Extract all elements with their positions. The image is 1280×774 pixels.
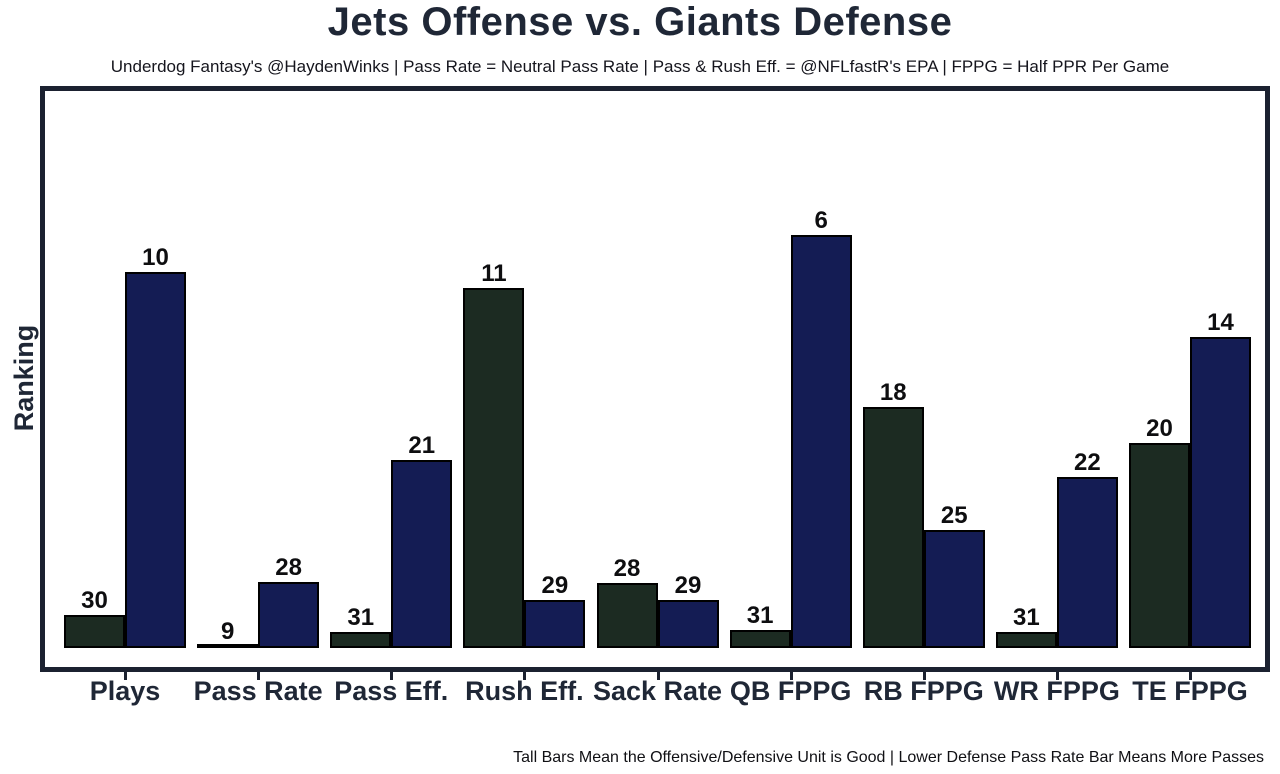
x-label-pass-eff: Pass Eff. [334,676,449,706]
bar-defense-rb-fppg [923,530,985,648]
x-label-sack-rate: Sack Rate [592,676,723,706]
x-label-pass-rate: Pass Rate [193,676,323,706]
x-label-rb-fppg: RB FPPG [863,676,984,706]
x-tick-rb-fppg [922,672,926,680]
bar-defense-pass-rate [258,582,320,648]
x-tick-sack-rate [656,672,660,680]
bar-value-defense-te-fppg: 14 [1207,309,1234,336]
plot-area: 30 10 9 28 31 21 11 29 28 29 31 6 18 25 31 22 20 14 [40,86,1270,672]
x-tick-te-fppg [1189,672,1192,680]
bar-defense-pass-eff [391,460,453,648]
bar-defense-qb-fppg [790,235,852,648]
bar-value-defense-wr-fppg: 22 [1074,449,1101,476]
bar-value-defense-qb-fppg: 6 [814,207,828,234]
x-label-rush-eff: Rush Eff. [465,676,584,706]
bar-value-offense-plays: 30 [81,587,108,614]
bar-value-defense-pass-rate: 28 [275,554,302,581]
bar-value-offense-pass-rate: 9 [220,618,235,645]
x-tick-wr-fppg [1055,672,1059,680]
bar-value-offense-sack-rate: 28 [613,555,641,582]
bar-offense-plays [64,615,125,648]
bar-defense-te-fppg [1190,337,1251,648]
x-tick-pass-eff [390,672,394,680]
bar-defense-sack-rate [657,600,719,648]
x-label-qb-fppg: QB FPPG [729,676,852,706]
chart-footnote: Tall Bars Mean the Offensive/Defensive U… [513,749,1264,766]
x-label-plays: Plays [89,676,161,706]
bar-value-offense-te-fppg: 20 [1146,415,1173,442]
bar-defense-wr-fppg [1056,477,1118,648]
x-label-te-fppg: TE FPPG [1132,676,1248,706]
bar-offense-qb-fppg [729,630,791,648]
y-axis-label: Ranking [9,324,39,432]
bar-value-offense-rush-eff: 11 [481,260,507,287]
bar-offense-rb-fppg [862,407,924,648]
bar-value-defense-plays: 10 [142,244,169,271]
bar-value-offense-qb-fppg: 31 [746,602,774,629]
bar-value-defense-pass-eff: 21 [408,432,436,459]
bar-value-defense-sack-rate: 29 [674,572,702,599]
bar-value-defense-rb-fppg: 25 [940,502,968,529]
x-tick-rush-eff [523,672,527,680]
bar-offense-pass-eff [330,632,392,648]
chart-title: Jets Offense vs. Giants Defense [327,0,953,44]
bar-offense-pass-rate [197,644,259,648]
x-tick-qb-fppg [789,672,793,680]
bar-offense-rush-eff [463,288,525,648]
x-label-wr-fppg: WR FPPG [993,676,1120,706]
bar-value-defense-rush-eff: 29 [541,572,569,599]
bar-offense-sack-rate [596,583,658,648]
bar-offense-wr-fppg [995,632,1057,648]
bar-offense-te-fppg [1129,443,1190,648]
chart-subtitle: Underdog Fantasy's @HaydenWinks | Pass R… [110,57,1170,76]
bar-defense-rush-eff [524,600,586,648]
bar-defense-plays [125,272,186,648]
bar-value-offense-pass-eff: 31 [347,604,375,631]
bar-value-offense-wr-fppg: 31 [1013,604,1040,631]
x-tick-pass-rate [257,672,261,680]
x-tick-plays [124,672,127,680]
bar-value-offense-rb-fppg: 18 [879,379,907,406]
